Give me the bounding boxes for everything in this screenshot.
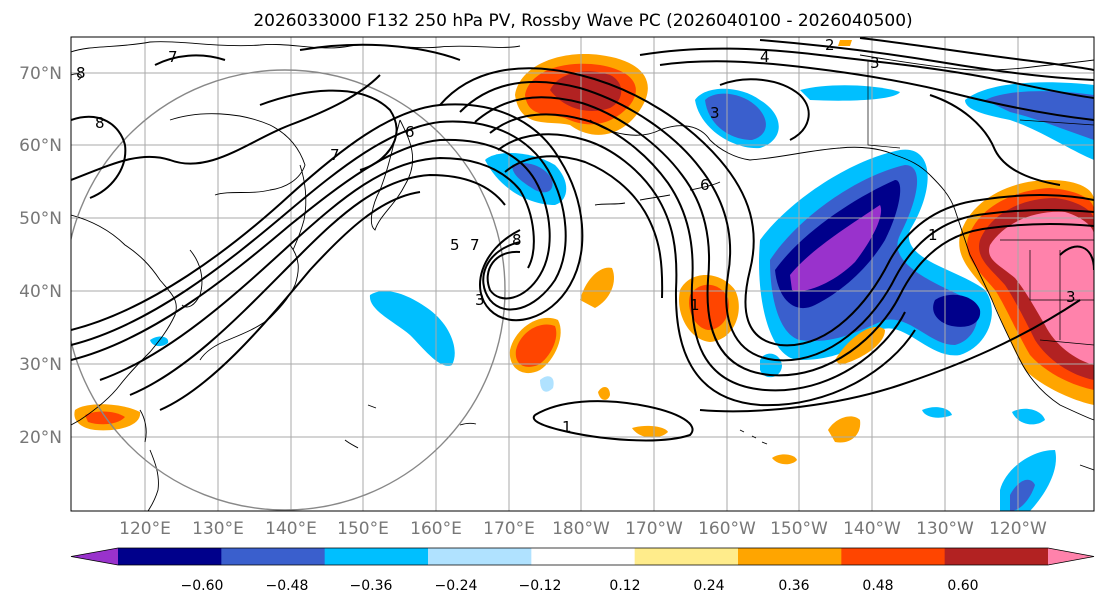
contour-labels: 8 8 7 7 6 4 3 2 8 7 5 3 6 1 1 3 1 3 <box>76 36 1076 436</box>
graticule <box>71 37 1094 511</box>
colorbar-tick-label: −0.36 <box>350 578 393 594</box>
contour-label: 7 <box>330 146 340 164</box>
contour-label: 4 <box>760 48 770 66</box>
colorbar-bin <box>944 548 1049 565</box>
colorbar-bin <box>841 548 946 565</box>
lat-label: 40°N <box>19 282 62 302</box>
colorbar-tick-label: 0.24 <box>693 578 724 594</box>
lon-label: 130°W <box>916 519 974 539</box>
lon-label: 140°E <box>265 519 317 539</box>
contour-label: 6 <box>700 176 710 194</box>
colorbar-bin <box>634 548 739 565</box>
coast-taiwan-ph <box>139 409 159 511</box>
lat-label: 70°N <box>19 64 62 84</box>
coast-asia-north <box>71 41 521 53</box>
lon-label: 160°W <box>698 519 756 539</box>
map-title: 2026033000 F132 250 hPa PV, Rossby Wave … <box>253 11 912 31</box>
colorbar-outline <box>70 547 1095 566</box>
coast-na-north <box>859 54 1094 71</box>
contour-label: 3 <box>475 291 485 309</box>
colorbar-tick-label: −0.48 <box>266 578 309 594</box>
coast-korea-china <box>71 214 177 426</box>
colorbar-tick-label: 0.12 <box>609 578 640 594</box>
colorbar-bin <box>428 548 532 565</box>
lon-label: 150°E <box>337 519 389 539</box>
pv-shading <box>74 40 1094 511</box>
coast-misc-islands <box>344 404 477 449</box>
coast-hawaii <box>739 429 768 445</box>
lat-label: 20°N <box>19 428 62 448</box>
colorbar-bin <box>738 548 842 565</box>
lon-label: 130°E <box>192 519 244 539</box>
colorbar-tick-labels: −0.60 −0.48 −0.36 −0.24 −0.12 0.12 0.24 … <box>181 578 979 594</box>
shade-neg-west <box>369 290 455 366</box>
coast-sakhalin <box>292 164 307 251</box>
lon-label: 140°W <box>843 519 901 539</box>
colorbar-bin <box>221 548 326 565</box>
lon-label: 170°E <box>483 519 535 539</box>
lon-label: 160°E <box>410 519 462 539</box>
colorbar-tick-label: 0.36 <box>778 578 809 594</box>
lon-label: 120°W <box>989 519 1047 539</box>
colorbar-tick-label: 0.48 <box>862 578 893 594</box>
colorbar-extend-low <box>71 548 118 565</box>
contour-label: 7 <box>470 236 480 254</box>
contour-label: 6 <box>405 123 415 141</box>
colorbar-extend-high <box>1048 548 1094 565</box>
lon-label: 170°W <box>625 519 683 539</box>
colorbar <box>70 547 1095 566</box>
contour-label: 8 <box>512 231 522 249</box>
colorbar-tick-label: 0.60 <box>947 578 978 594</box>
borders <box>867 60 1094 346</box>
colorbar-tick-label: −0.12 <box>519 578 562 594</box>
colorbar-tick-label: −0.24 <box>435 578 478 594</box>
contour-label: 1 <box>928 226 938 244</box>
lat-labels: 70°N 60°N 50°N 40°N 30°N 20°N <box>19 64 62 448</box>
contour-label: 8 <box>76 64 86 82</box>
colorbar-bin <box>118 548 222 565</box>
colorbar-tick-label: −0.60 <box>181 578 224 594</box>
contour-label: 3 <box>870 54 880 72</box>
coast-okhotsk <box>169 113 306 196</box>
lat-label: 60°N <box>19 136 62 156</box>
contour-label: 3 <box>710 104 720 122</box>
contour-label: 1 <box>562 418 572 436</box>
lon-label: 180°W <box>552 519 610 539</box>
contour-label: 7 <box>168 48 178 66</box>
contour-label: 3 <box>1066 288 1076 306</box>
lat-label: 50°N <box>19 209 62 229</box>
lon-label: 120°E <box>119 519 171 539</box>
lon-labels: 120°E 130°E 140°E 150°E 160°E 170°E 180°… <box>119 519 1047 539</box>
reference-circle <box>71 69 506 511</box>
pv-contours <box>71 37 1094 442</box>
colorbar-bin <box>531 548 636 565</box>
map-frame <box>70 36 1095 512</box>
contour-label: 5 <box>450 236 460 254</box>
colorbar-bin <box>324 548 429 565</box>
map-panel: 8 8 7 7 6 4 3 2 8 7 5 3 6 1 1 3 1 3 <box>71 36 1094 511</box>
lat-label: 30°N <box>19 355 62 375</box>
contour-label: 1 <box>690 296 700 314</box>
contour-label: 8 <box>95 114 105 132</box>
coast-na-west <box>929 174 1094 421</box>
contour-label: 2 <box>825 36 835 54</box>
lon-label: 150°W <box>770 519 828 539</box>
